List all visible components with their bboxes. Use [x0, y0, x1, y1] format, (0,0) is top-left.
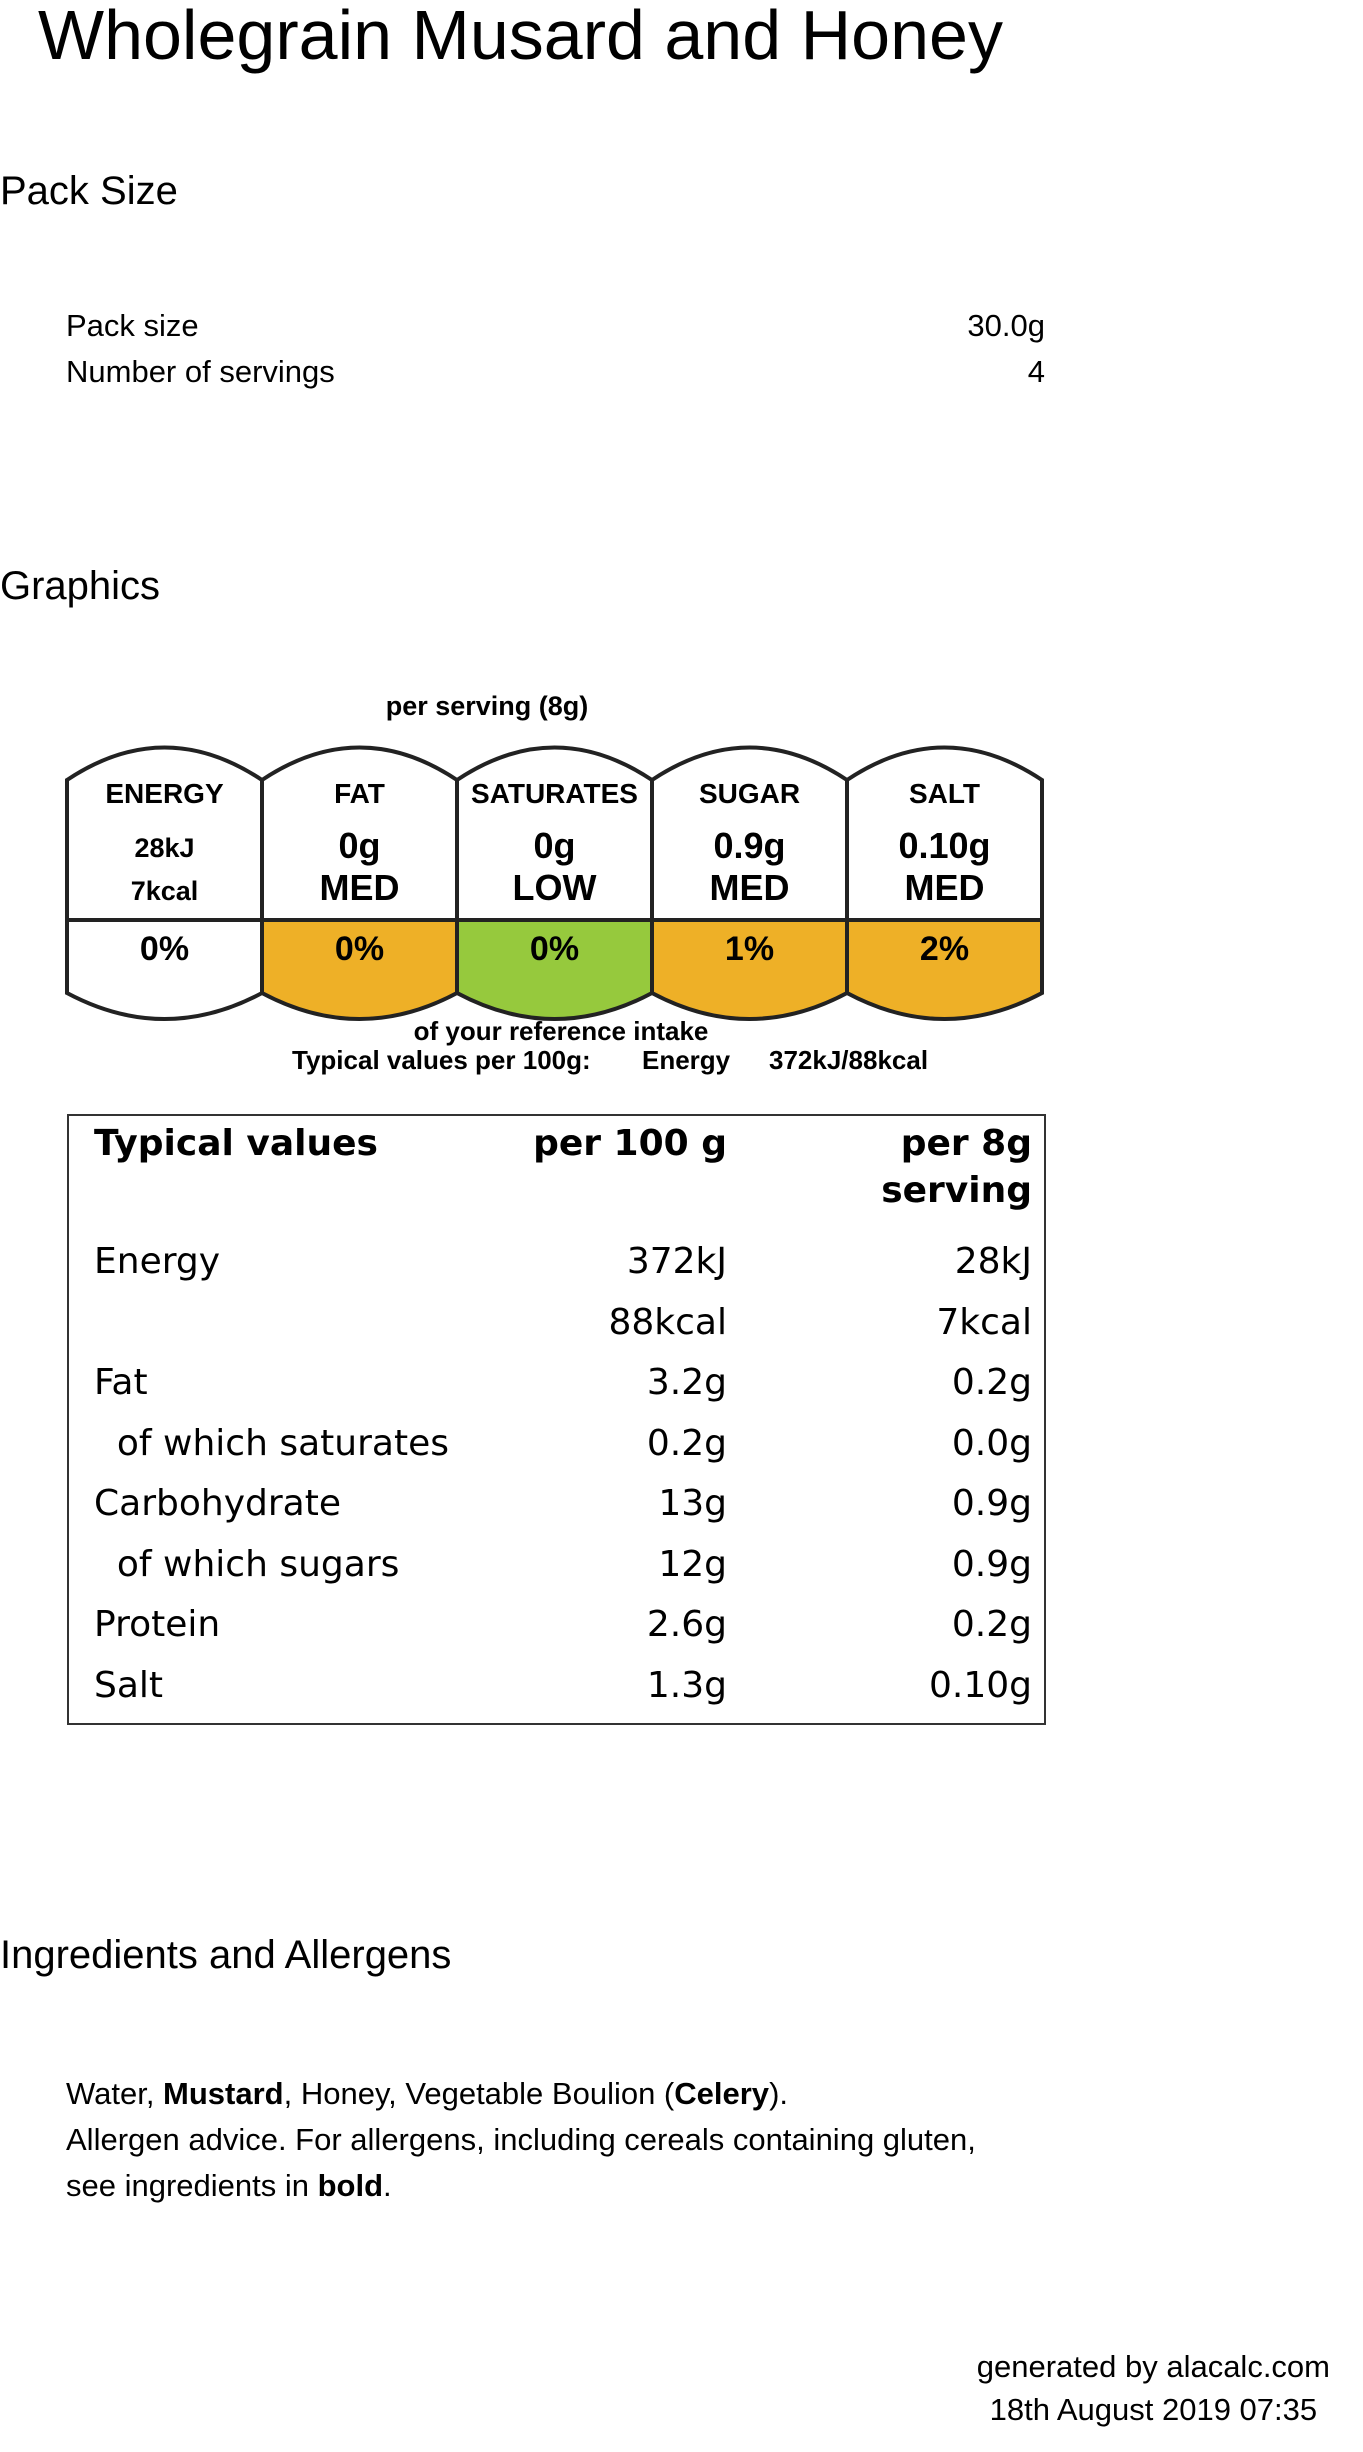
box-level: MED: [710, 867, 790, 908]
servings-label: Number of servings: [66, 354, 335, 389]
nutrition-table: Typical values per 100 g per 8g serving …: [67, 1114, 1046, 1725]
nutrient-per-serving: 0.10g: [928, 1664, 1032, 1706]
allergen-advice: Allergen advice. For allergens, includin…: [66, 2122, 976, 2157]
box-value: 0.10g: [898, 825, 990, 866]
box-level: MED: [905, 867, 985, 908]
header-per-100g: per 100 g: [533, 1123, 727, 1164]
box-percent: 0%: [140, 930, 189, 968]
nutrient-per-serving: 0.2g: [951, 1604, 1032, 1645]
box-name: SATURATES: [471, 778, 638, 809]
servings-value: 4: [1027, 354, 1045, 389]
nutrient-per-serving: 0.0g: [951, 1422, 1032, 1464]
box-percent: 0%: [335, 930, 384, 968]
nutrient-per-serving: 0.9g: [951, 1543, 1032, 1585]
pack-size-heading: Pack Size: [0, 169, 178, 213]
nutrient-label: Energy: [94, 1241, 221, 1282]
allergen-advice-bold-note: see ingredients in bold.: [66, 2168, 392, 2203]
page-title: Wholegrain Musard and Honey: [38, 0, 1003, 74]
box-percent: 2%: [920, 930, 969, 968]
nutrient-label: Salt: [94, 1664, 164, 1706]
energy-label: Energy: [642, 1045, 731, 1075]
box-value: 0g: [533, 825, 575, 866]
ingredients-heading: Ingredients and Allergens: [0, 1933, 452, 1977]
footer: generated by alacalc.com 18th August 201…: [977, 2345, 1330, 2432]
allergen-mustard: Mustard: [163, 2076, 284, 2111]
nutrient-per-100g: 88kcal: [608, 1301, 727, 1343]
box-percent: 0%: [530, 930, 579, 968]
graphics-heading: Graphics: [0, 564, 161, 608]
nutrient-per-100g: 13g: [658, 1483, 727, 1524]
nutrient-per-100g: 372kJ: [626, 1241, 727, 1282]
nutrient-per-serving: 7kcal: [936, 1301, 1032, 1343]
nutrient-per-serving: 0.9g: [951, 1483, 1032, 1524]
box-name: SALT: [909, 778, 980, 809]
nutrient-per-100g: 12g: [658, 1543, 727, 1585]
nutrient-label: of which saturates: [94, 1422, 449, 1464]
nutrient-label: Carbohydrate: [94, 1483, 341, 1524]
nutrient-per-100g: 1.3g: [646, 1664, 727, 1706]
box-level: 7kcal: [131, 876, 199, 906]
box-name: ENERGY: [105, 778, 224, 809]
nutrient-label: of which sugars: [94, 1543, 400, 1585]
box-level: MED: [320, 867, 400, 908]
generated-by: generated by alacalc.com: [976, 2349, 1330, 2384]
traffic-light-label: per serving (8g) ENERGY28kJ7kcal0%FAT0gM…: [65, 691, 1044, 1075]
box-percent: 1%: [725, 930, 774, 968]
reference-intake-text: of your reference intake: [414, 1016, 709, 1046]
nutrient-label: Protein: [94, 1604, 221, 1645]
nutrient-per-serving: 28kJ: [954, 1241, 1032, 1282]
box-name: FAT: [334, 778, 385, 809]
pack-size-value: 30.0g: [967, 308, 1045, 343]
pack-size-label: Pack size: [66, 308, 199, 343]
generated-date: 18th August 2019 07:35: [989, 2392, 1318, 2428]
ingredients-list: Water, Mustard, Honey, Vegetable Boulion…: [66, 2076, 788, 2111]
box-value: 28kJ: [134, 833, 194, 863]
header-per-serving: per 8g: [900, 1123, 1032, 1164]
nutrient-per-serving: 0.2g: [951, 1362, 1032, 1403]
box-value: 0g: [338, 825, 380, 866]
nutrient-per-100g: 2.6g: [646, 1604, 727, 1645]
header-typical-values: Typical values: [94, 1123, 378, 1164]
box-level: LOW: [513, 867, 597, 908]
nutrient-per-100g: 0.2g: [646, 1422, 727, 1464]
nutrient-per-100g: 3.2g: [646, 1362, 727, 1403]
box-value: 0.9g: [713, 825, 785, 866]
nutrient-label: Fat: [94, 1362, 148, 1403]
typical-values-label: Typical values per 100g:: [292, 1045, 591, 1075]
box-name: SUGAR: [699, 778, 800, 809]
header-serving: serving: [881, 1170, 1032, 1211]
energy-value: 372kJ/88kcal: [769, 1045, 928, 1075]
per-serving-text: per serving (8g): [386, 691, 589, 721]
traffic-box-energy: ENERGY 28kJ 7kcal 0%: [65, 745, 264, 1021]
allergen-celery: Celery: [674, 2076, 770, 2111]
